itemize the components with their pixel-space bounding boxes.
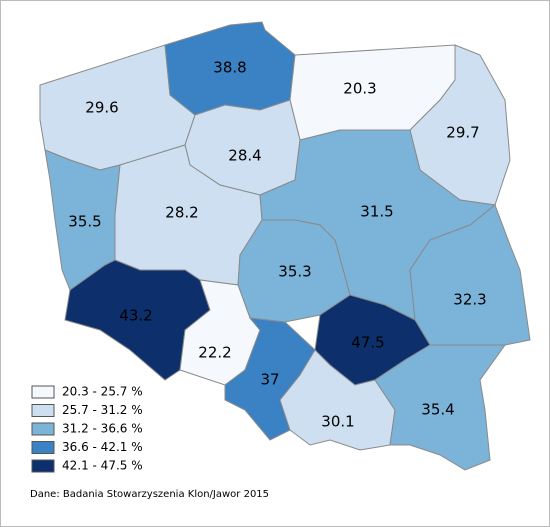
legend-swatch <box>31 385 55 399</box>
legend: 20.3 - 25.7 % 25.7 - 31.2 % 31.2 - 36.6 % 3… <box>31 385 143 473</box>
legend-label: 36.6 - 42.1 % <box>62 440 143 454</box>
legend-swatch <box>31 459 55 473</box>
region-value: 29.7 <box>446 124 479 142</box>
source: Dane: Badania Stowarzyszenia Klon/Jawor … <box>30 489 269 500</box>
region-value: 31.5 <box>360 203 393 221</box>
region-value: 32.3 <box>453 291 486 309</box>
region-value: 35.4 <box>421 401 454 419</box>
region-value: 28.4 <box>228 147 261 165</box>
region-value: 20.3 <box>343 80 376 98</box>
region-value: 35.5 <box>68 213 101 231</box>
region-value: 37 <box>260 371 279 389</box>
legend-swatch <box>31 422 55 436</box>
legend-swatch <box>31 441 55 454</box>
region-value: 29.6 <box>85 99 118 117</box>
regions: 29.6 38.8 20.3 29.7 28.4 35.5 28.2 31.5 35.3 32.3… <box>39 21 531 471</box>
legend-label: 25.7 - 31.2 % <box>62 403 143 417</box>
region-value: 22.2 <box>198 344 231 362</box>
region-value: 43.2 <box>119 307 152 325</box>
legend-label: 42.1 - 47.5 % <box>62 459 143 473</box>
region-value: 35.3 <box>278 263 311 281</box>
legend-swatch <box>31 404 55 417</box>
region <box>279 349 396 451</box>
legend-label: 31.2 - 36.6 % <box>62 422 143 436</box>
region-value: 38.8 <box>213 59 246 77</box>
region-value: 28.2 <box>165 204 198 222</box>
region-value: 47.5 <box>351 334 384 352</box>
region <box>374 344 506 471</box>
region-value: 30.1 <box>321 413 354 431</box>
legend-label: 20.3 - 25.7 % <box>62 385 143 399</box>
